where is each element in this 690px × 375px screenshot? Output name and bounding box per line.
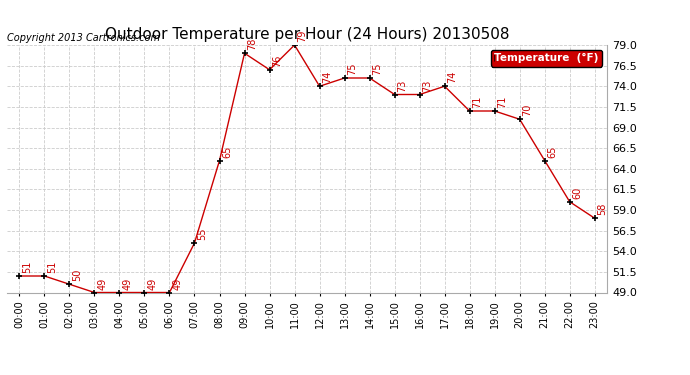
Text: Copyright 2013 Cartronics.com: Copyright 2013 Cartronics.com: [7, 33, 160, 42]
Text: 49: 49: [122, 278, 132, 290]
Text: 75: 75: [373, 63, 382, 75]
Text: 49: 49: [172, 278, 182, 290]
Text: 71: 71: [497, 96, 507, 108]
Text: 50: 50: [72, 269, 82, 282]
Text: 74: 74: [447, 71, 457, 84]
Text: 73: 73: [422, 80, 433, 92]
Text: 55: 55: [197, 228, 207, 240]
Text: 79: 79: [297, 30, 307, 42]
Text: 78: 78: [247, 38, 257, 51]
Text: 76: 76: [273, 55, 282, 67]
Text: 51: 51: [47, 261, 57, 273]
Text: 70: 70: [522, 104, 533, 117]
Text: 71: 71: [473, 96, 482, 108]
Text: 75: 75: [347, 63, 357, 75]
Legend: Temperature  (°F): Temperature (°F): [491, 50, 602, 66]
Text: 49: 49: [147, 278, 157, 290]
Text: 74: 74: [322, 71, 333, 84]
Title: Outdoor Temperature per Hour (24 Hours) 20130508: Outdoor Temperature per Hour (24 Hours) …: [105, 27, 509, 42]
Text: 51: 51: [22, 261, 32, 273]
Text: 65: 65: [547, 146, 558, 158]
Text: 60: 60: [573, 187, 582, 199]
Text: 65: 65: [222, 146, 233, 158]
Text: 73: 73: [397, 80, 407, 92]
Text: 49: 49: [97, 278, 107, 290]
Text: 58: 58: [598, 203, 607, 216]
